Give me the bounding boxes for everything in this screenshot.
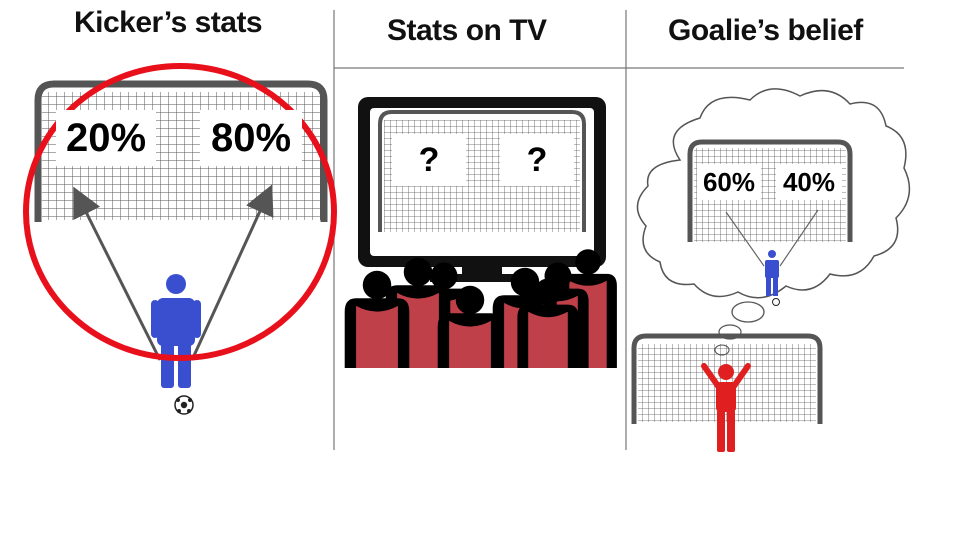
goalie-figure-icon [701,363,751,452]
tv-screen [358,97,606,282]
belief-right-percent: 40% [776,164,842,200]
belief-left-percent: 60% [697,164,761,200]
tv-crowd [344,249,617,368]
viewer-figure-icon [344,270,410,368]
kicker-right-percent: 80% [200,110,302,166]
highlight-circle [23,63,337,361]
panel-title-kicker: Kicker’s stats [74,6,263,39]
kicker-figure-icon [151,274,201,388]
panel-title-tv: Stats on TV [387,14,547,47]
viewer-figure-icon [437,285,503,368]
tv-right-value: ? [500,134,574,186]
soccer-ball-icon [174,395,194,415]
panel-title-goalie: Goalie’s belief [668,14,863,47]
kicker-left-percent: 20% [56,110,156,166]
kick-arrows [73,184,274,361]
belief-arrows [725,209,819,267]
small-kicker-icon [765,250,780,306]
tv-left-value: ? [392,134,466,186]
viewer-figure-icon [517,278,579,368]
